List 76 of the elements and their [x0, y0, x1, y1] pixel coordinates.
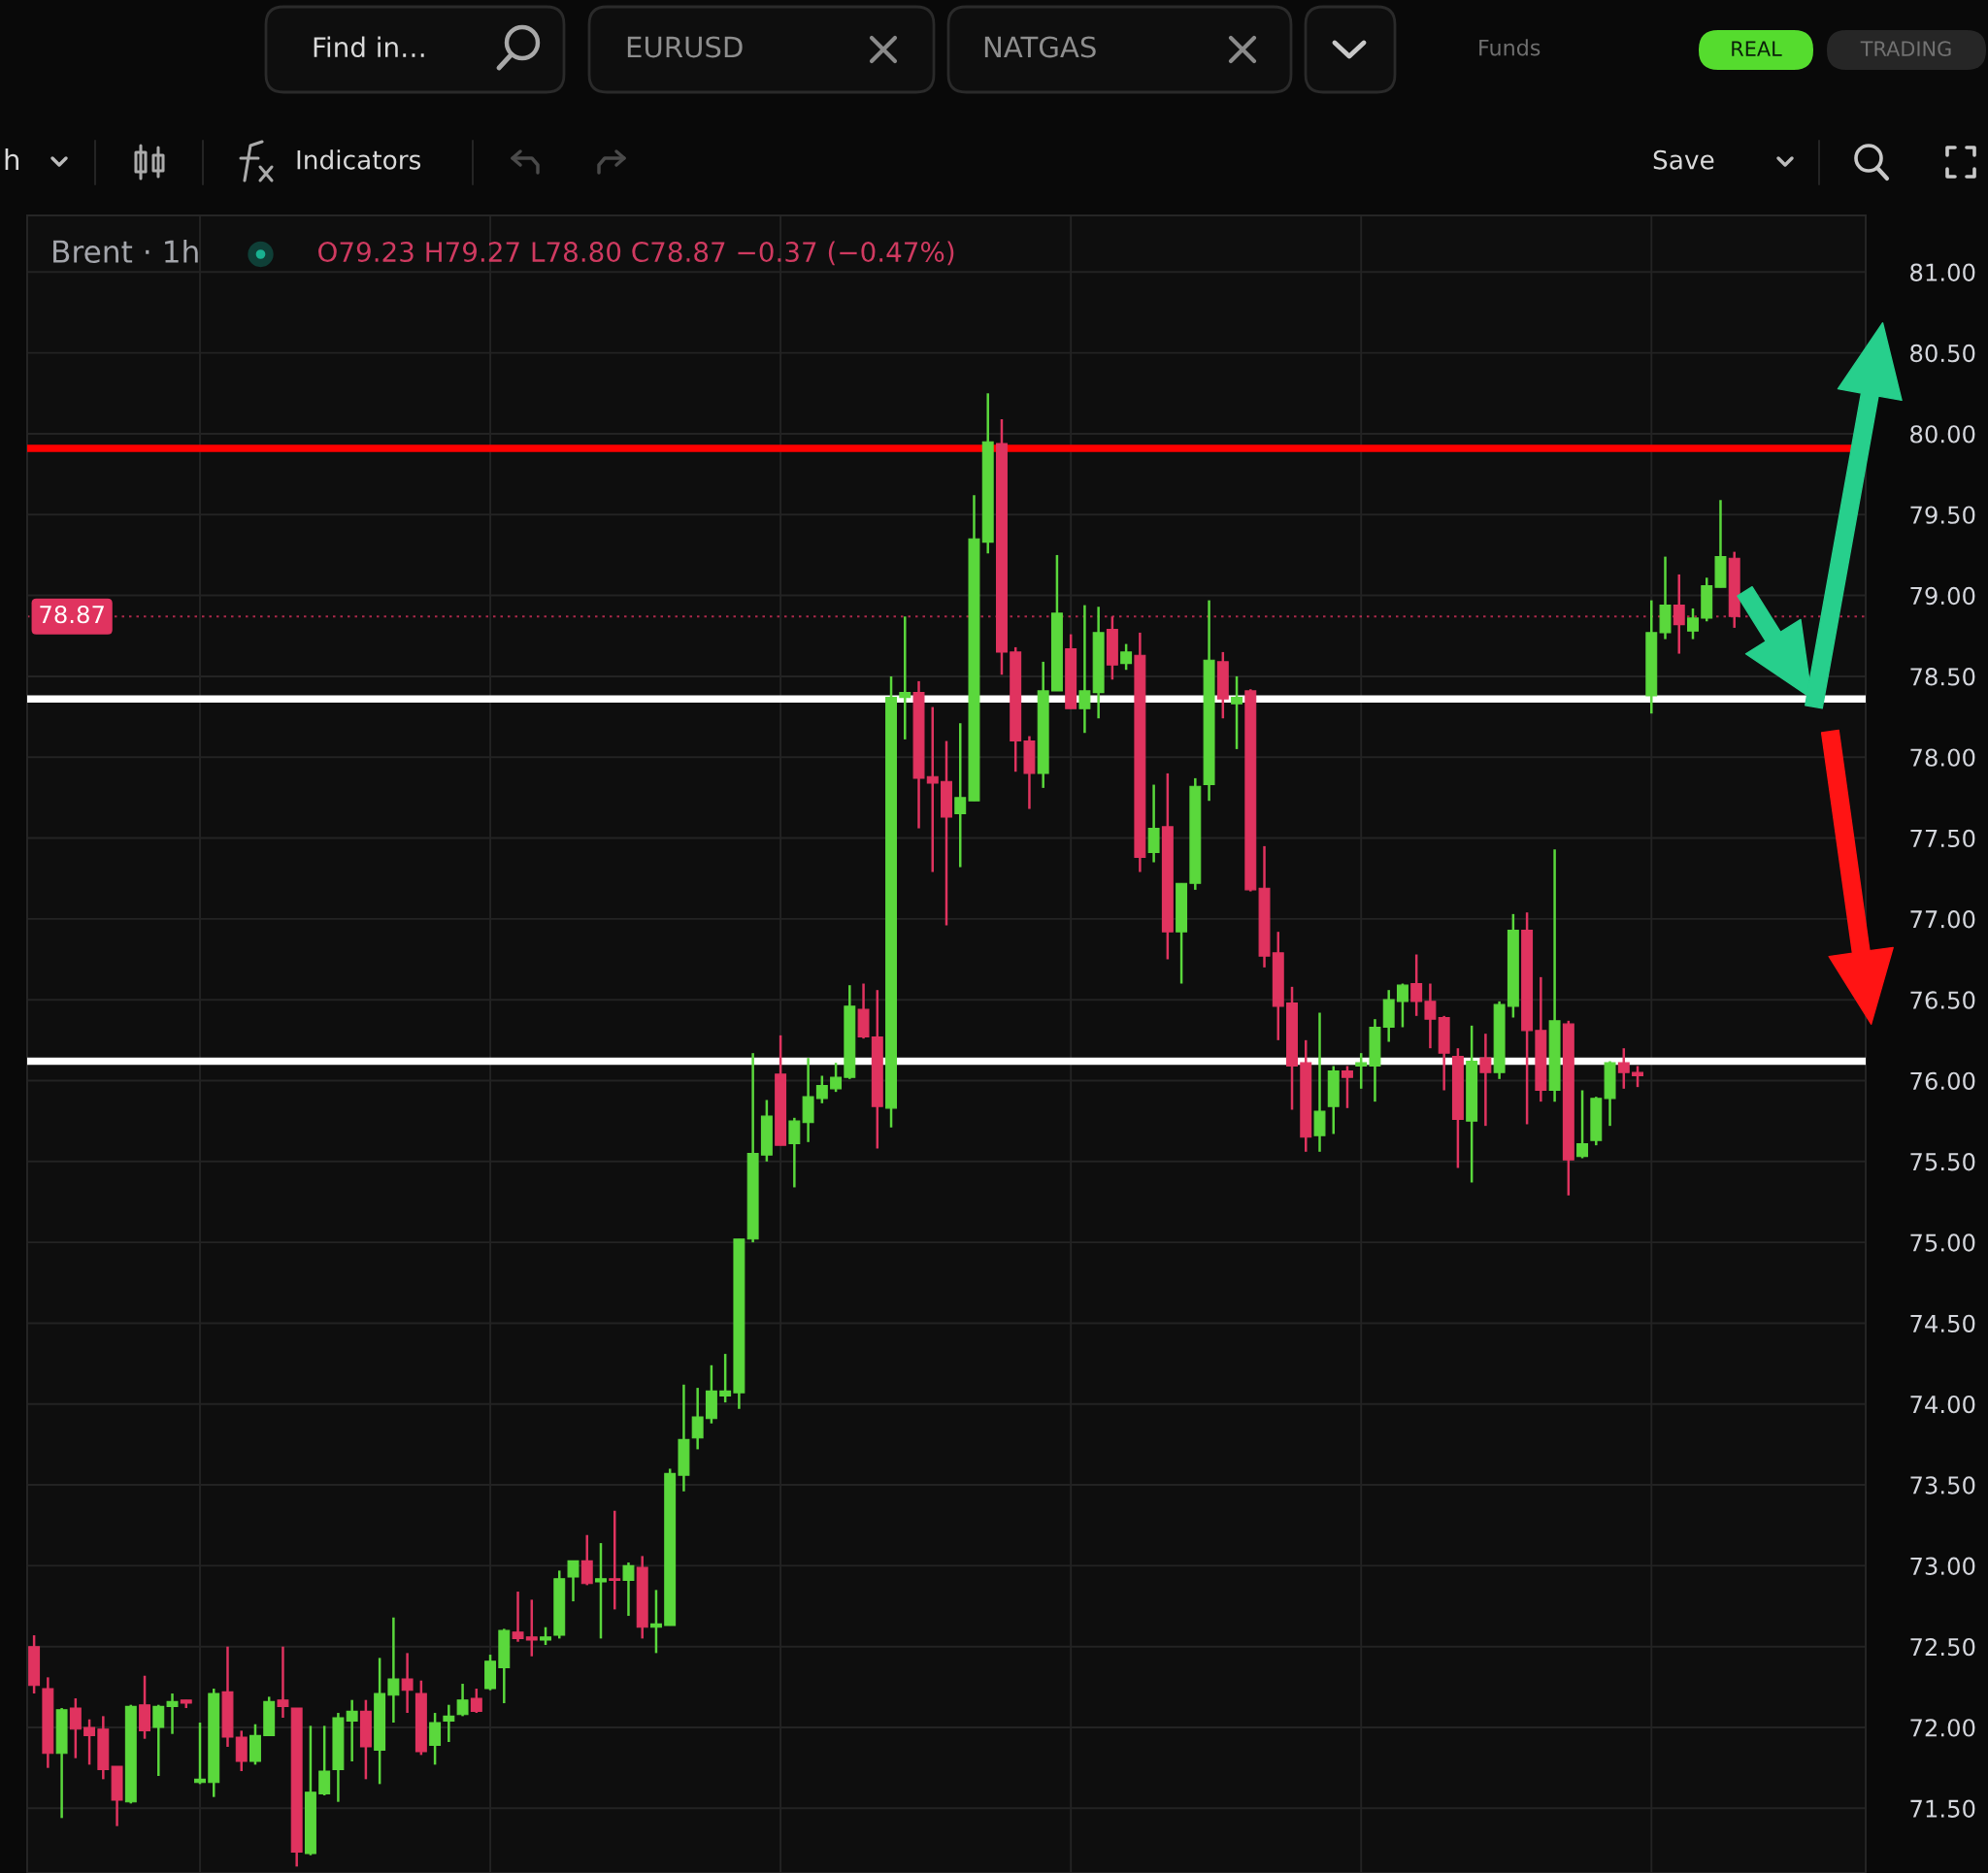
y-tick-label: 78.50: [1910, 668, 1975, 686]
y-tick-label: 76.50: [1910, 991, 1975, 1009]
candlestick: [443, 1703, 455, 1744]
candlestick: [512, 1590, 524, 1643]
candlestick: [830, 1061, 843, 1094]
candlestick: [387, 1616, 400, 1725]
y-tick-label: 77.00: [1910, 910, 1975, 929]
candlestick: [954, 721, 967, 869]
candlestick: [815, 1074, 828, 1105]
y-tick-label: 73.00: [1910, 1557, 1975, 1575]
text: EURUSD: [627, 36, 743, 58]
text: Brent · 1h: [53, 239, 198, 264]
y-tick-label: 75.50: [1910, 1153, 1975, 1171]
candlestick: [580, 1533, 593, 1587]
y-tick-label: 72.50: [1910, 1637, 1975, 1657]
candlestick: [401, 1652, 414, 1715]
y-tick-label: 76.00: [1910, 1071, 1975, 1091]
text: Funds: [1479, 39, 1541, 56]
candlestick: [899, 615, 911, 741]
text: REAL: [1732, 41, 1782, 56]
candlestick: [525, 1598, 538, 1658]
candlestick: [1410, 953, 1423, 1018]
candlestick: [1479, 1032, 1492, 1128]
y-tick-label: 75.00: [1910, 1233, 1975, 1252]
candlestick: [429, 1711, 442, 1766]
candlestick: [609, 1509, 621, 1611]
candlestick: [1632, 1065, 1643, 1089]
candlestick: [194, 1721, 206, 1786]
candlestick: [83, 1718, 96, 1766]
text: Save: [1653, 149, 1714, 170]
y-tick-label: 74.50: [1910, 1314, 1975, 1333]
candlestick: [346, 1698, 358, 1763]
text: h: [5, 148, 19, 171]
y-tick-label: 77.50: [1910, 829, 1975, 848]
candlestick: [456, 1682, 469, 1718]
candlestick: [691, 1386, 704, 1451]
candlestick: [1231, 674, 1243, 751]
candlestick: [1396, 982, 1408, 1029]
text: TRADING: [1860, 41, 1951, 57]
candlestick: [1424, 982, 1437, 1050]
candlestick: [540, 1626, 551, 1647]
ref-line-label: 78.87: [40, 605, 104, 624]
text: Find in…: [314, 36, 424, 58]
candlestick: [166, 1692, 179, 1735]
text: O79.23 H79.27 L78.80 C78.87 −0.37 (−0.47%): [318, 241, 954, 266]
candlestick: [1687, 607, 1699, 641]
y-tick-label: 79.00: [1910, 586, 1975, 606]
y-tick-label: 73.50: [1910, 1476, 1975, 1495]
candlestick: [788, 1116, 801, 1189]
y-tick-label: 71.50: [1910, 1799, 1975, 1818]
text: NATGAS: [984, 36, 1096, 58]
candlestick: [1342, 1065, 1353, 1110]
candlestick: [567, 1560, 580, 1603]
candlestick: [926, 706, 939, 873]
candlestick: [1120, 642, 1133, 672]
y-tick-label: 80.00: [1910, 425, 1975, 444]
y-tick-label: 78.00: [1910, 748, 1975, 767]
candlestick: [1617, 1046, 1630, 1091]
candlestick: [69, 1696, 82, 1759]
candlestick: [152, 1703, 165, 1778]
candlestick: [622, 1561, 635, 1618]
candlestick: [719, 1352, 732, 1404]
y-tick-label: 81.00: [1910, 263, 1975, 281]
y-tick-label: 74.00: [1910, 1395, 1975, 1414]
candlestick: [318, 1725, 331, 1797]
y-tick-label: 72.00: [1910, 1719, 1975, 1737]
y-tick-label: 79.50: [1910, 506, 1975, 524]
candlestick: [277, 1645, 289, 1720]
candlestick: [595, 1541, 607, 1640]
y-tick-label: 80.50: [1910, 344, 1975, 363]
text: Indicators: [297, 149, 421, 170]
candlestick: [1355, 1051, 1368, 1091]
candlestick: [649, 1589, 662, 1655]
candlestick: [1078, 604, 1091, 735]
candlestick: [1576, 1089, 1589, 1160]
candlestick: [470, 1687, 482, 1715]
